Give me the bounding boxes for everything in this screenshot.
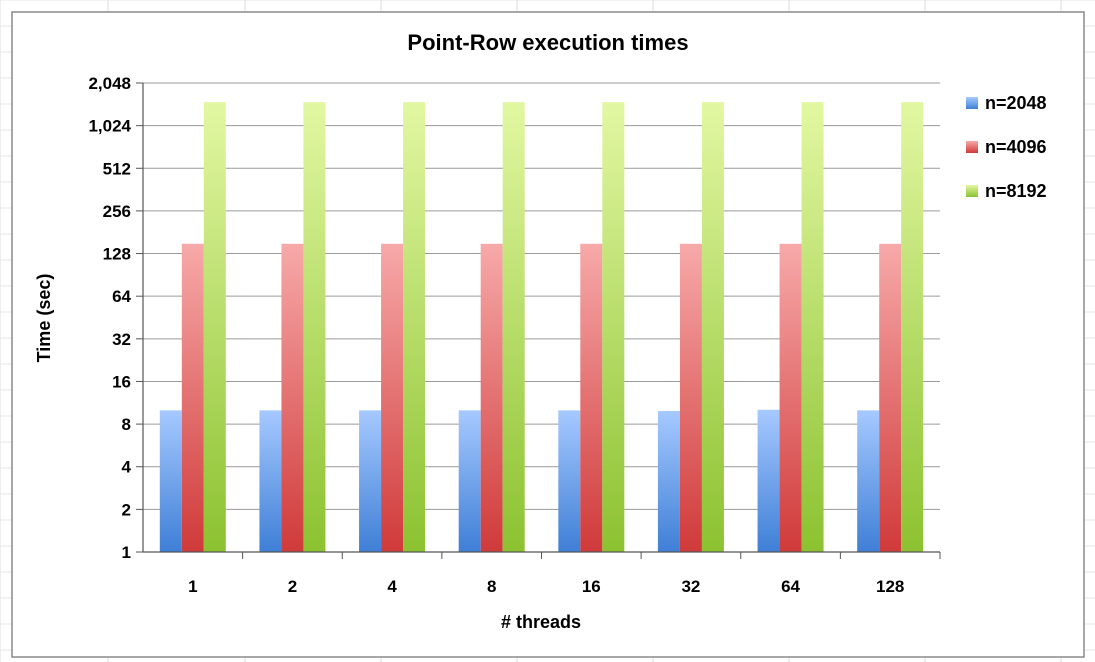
x-tick-label: 128 xyxy=(876,577,904,596)
bar-n-4096-16 xyxy=(580,243,603,552)
y-tick-label: 8 xyxy=(122,415,131,434)
bar-n-2048-8 xyxy=(458,410,481,552)
legend-swatch xyxy=(966,141,978,153)
bars xyxy=(159,102,924,552)
legend-label: n=8192 xyxy=(985,181,1047,201)
legend: n=2048 n=4096 n=8192 xyxy=(966,93,1047,201)
y-tick-label: 2 xyxy=(122,500,131,519)
x-tick-label: 16 xyxy=(582,577,601,596)
bar-n-8192-4 xyxy=(403,102,426,552)
bar-n-8192-16 xyxy=(602,102,625,552)
y-tick-label: 64 xyxy=(112,287,131,306)
bar-n-8192-128 xyxy=(901,102,924,552)
bar-n-8192-32 xyxy=(701,102,724,552)
legend-swatch xyxy=(966,97,978,109)
y-tick-label: 1,024 xyxy=(88,117,131,136)
bar-n-8192-8 xyxy=(502,102,525,552)
x-axis-label: # threads xyxy=(501,612,581,632)
y-tick-label: 256 xyxy=(103,202,131,221)
bar-n-4096-32 xyxy=(679,243,702,552)
y-tick-label: 32 xyxy=(112,330,131,349)
x-tick-label: 8 xyxy=(487,577,496,596)
x-tick-label: 2 xyxy=(288,577,297,596)
bar-n-2048-32 xyxy=(657,410,680,552)
bar-n-2048-64 xyxy=(757,409,780,552)
legend-label: n=2048 xyxy=(985,93,1047,113)
bar-n-2048-2 xyxy=(259,410,282,552)
bar-n-4096-128 xyxy=(879,243,902,552)
y-axis-label: Time (sec) xyxy=(34,274,54,363)
bar-n-2048-4 xyxy=(359,410,382,552)
bar-n-4096-64 xyxy=(779,243,802,552)
bar-n-4096-8 xyxy=(480,243,503,552)
y-tick-label: 2,048 xyxy=(88,74,131,93)
bar-n-4096-4 xyxy=(381,243,404,552)
x-tick-label: 4 xyxy=(387,577,397,596)
x-tick-labels: 1 2 4 8 16 32 64 128 xyxy=(188,577,904,596)
axes xyxy=(136,82,941,559)
legend-swatch xyxy=(966,185,978,197)
y-tick-label: 16 xyxy=(112,372,131,391)
bar-n-2048-1 xyxy=(159,410,182,552)
bar-n-8192-2 xyxy=(303,102,326,552)
y-tick-label: 4 xyxy=(122,458,132,477)
y-tick-label: 1 xyxy=(122,543,131,562)
bar-n-2048-128 xyxy=(857,410,880,552)
bar-n-4096-1 xyxy=(181,243,204,552)
bar-n-2048-16 xyxy=(558,410,581,552)
y-tick-label: 128 xyxy=(103,245,131,264)
legend-label: n=4096 xyxy=(985,137,1047,157)
chart-title: Point-Row execution times xyxy=(407,30,688,55)
x-tick-label: 64 xyxy=(781,577,800,596)
y-tick-label: 512 xyxy=(103,159,131,178)
x-tick-label: 1 xyxy=(188,577,197,596)
bar-n-4096-2 xyxy=(281,243,304,552)
bar-n-8192-64 xyxy=(801,102,824,552)
x-tick-label: 32 xyxy=(681,577,700,596)
y-tick-labels: 1 2 4 8 16 32 64 128 256 512 1,024 2,048 xyxy=(88,74,131,562)
bar-n-8192-1 xyxy=(203,102,226,552)
chart-area-border xyxy=(11,11,1085,658)
